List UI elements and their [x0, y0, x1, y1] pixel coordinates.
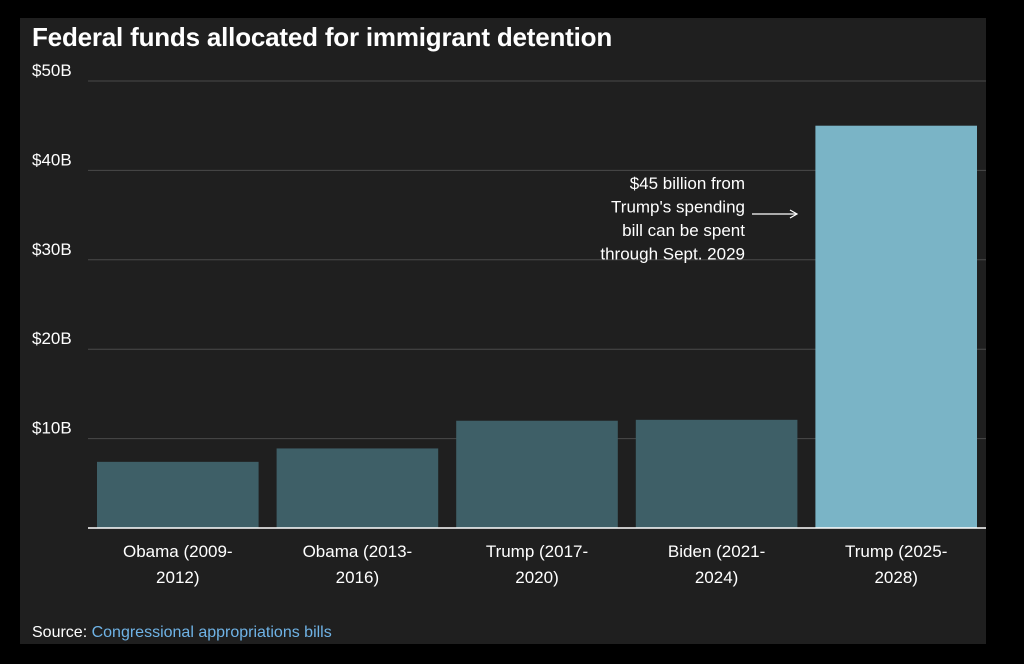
source-label: Source:: [32, 624, 88, 641]
x-tick-label: 2028): [874, 568, 917, 587]
bars: [97, 125, 977, 528]
x-tick-label: 2024): [695, 568, 738, 587]
bar: [635, 419, 798, 528]
y-tick-label: $20B: [32, 329, 72, 348]
source-note: Source: Congressional appropriations bil…: [32, 624, 332, 642]
bar: [815, 125, 977, 528]
annotation-text-line: Trump's spending: [611, 198, 745, 217]
x-tick-label: 2012): [156, 568, 199, 587]
x-tick-label: 2020): [515, 568, 558, 587]
annotation-text-line: $45 billion from: [630, 174, 745, 193]
annotation: $45 billion from Trump's spending bill can…: [600, 174, 799, 264]
y-tick-label: $40B: [32, 150, 72, 169]
source-link[interactable]: Congressional appropriations bills: [91, 624, 332, 641]
x-tick-label: Biden (2021-: [668, 542, 765, 561]
bar: [97, 461, 259, 528]
bar: [456, 420, 618, 528]
y-tick-label: $50B: [32, 61, 72, 80]
chart-title: Federal funds allocated for immigrant de…: [32, 22, 613, 52]
annotation-text-line: through Sept. 2029: [600, 245, 745, 264]
x-tick-label: Trump (2025-: [845, 542, 947, 561]
x-tick-label: Trump (2017-: [486, 542, 588, 561]
y-tick-label: $10B: [32, 419, 72, 438]
y-tick-label: $30B: [32, 240, 72, 259]
bar: [276, 448, 439, 528]
x-tick-label: Obama (2009-: [123, 542, 233, 561]
y-axis-labels: $10B $20B $30B $40B $50B: [32, 61, 72, 438]
x-tick-label: 2016): [336, 568, 379, 587]
annotation-text-line: bill can be spent: [622, 221, 745, 240]
x-axis-labels: Obama (2009- 2012) Obama (2013- 2016) Trump …: [123, 542, 947, 587]
x-tick-label: Obama (2013-: [303, 542, 413, 561]
annotation-arrow-head: [789, 209, 799, 219]
